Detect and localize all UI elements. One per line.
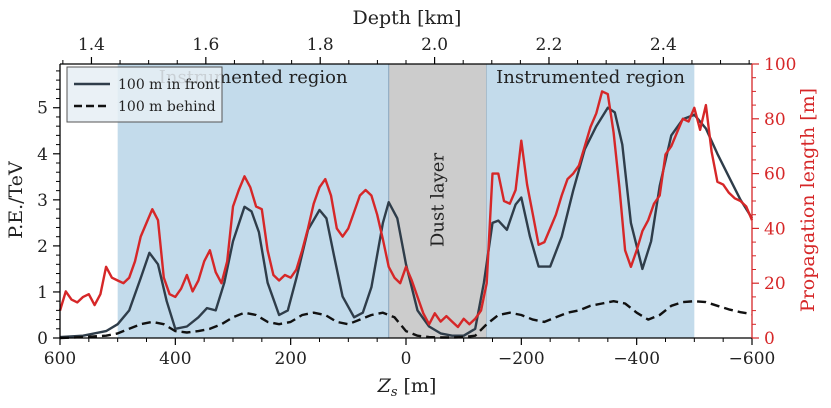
top-tick-label-4: 2.2 (535, 35, 562, 55)
y-left-tick-label-2: 2 (37, 237, 48, 257)
y-left-tick-label-4: 4 (37, 145, 48, 165)
legend: 100 m in front 100 m behind (66, 66, 223, 123)
x-tick-label-2: 200 (274, 349, 306, 369)
plot-area (58, 90, 754, 340)
top-tick-label-0: 1.4 (78, 35, 105, 55)
x-tick-label-1: 400 (159, 349, 191, 369)
series-line-0 (59, 106, 754, 339)
y-right-tick-label-4: 80 (764, 110, 786, 130)
y-right-tick-label-0: 0 (764, 329, 775, 349)
y-right-tick-label-2: 40 (764, 219, 786, 239)
y-right-axis-title: Propagation length [m] (797, 88, 819, 312)
y-left-tick-label-1: 1 (37, 283, 48, 303)
y-left-tick-label-0: 0 (37, 329, 48, 349)
y-left-axis-title: P.E./TeV (5, 161, 27, 239)
x-axis-title: Zs [m] (377, 375, 437, 400)
legend-label-front: 100 m in front (118, 77, 220, 93)
y-right-tick-label-1: 20 (764, 274, 786, 294)
legend-label-behind: 100 m behind (118, 99, 216, 115)
x-tick-label-6: −600 (729, 349, 776, 369)
top-tick-label-5: 2.4 (650, 35, 677, 55)
region-label-2: Instrumented region (496, 67, 685, 88)
top-tick-label-2: 1.8 (307, 35, 334, 55)
series-line-2 (58, 90, 754, 329)
series-line-1 (59, 300, 753, 340)
x-tick-label-4: −200 (498, 349, 545, 369)
x-tick-label-3: 0 (401, 349, 412, 369)
x-tick-label-0: 600 (44, 349, 76, 369)
region-1 (388, 63, 488, 339)
y-right-tick-label-5: 100 (764, 55, 796, 75)
region-label-1: Dust layer (428, 153, 449, 248)
top-tick-label-1: 1.6 (192, 35, 219, 55)
x-tick-label-5: −400 (613, 349, 660, 369)
top-tick-label-3: 2.0 (421, 35, 448, 55)
y-left-tick-label-3: 3 (37, 191, 48, 211)
y-right-tick-label-3: 60 (764, 165, 786, 185)
legend-box (66, 66, 223, 123)
y-left-tick-label-5: 5 (37, 99, 48, 119)
top-axis-title: Depth [km] (353, 7, 462, 29)
